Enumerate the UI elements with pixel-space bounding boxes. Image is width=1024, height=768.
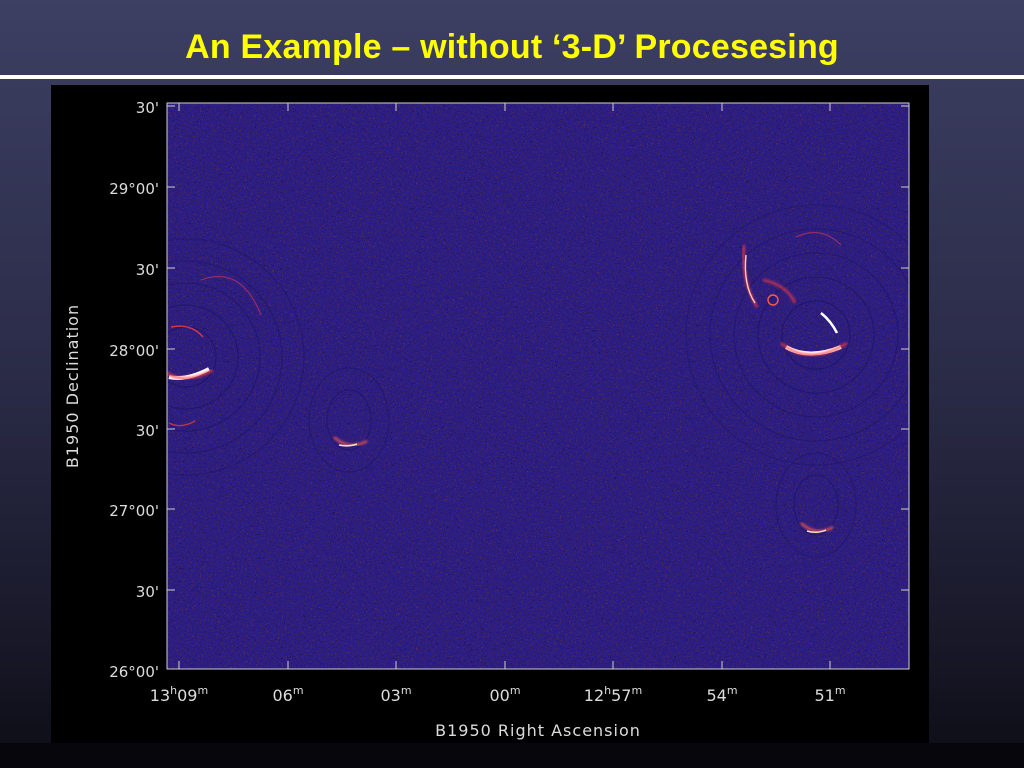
radio-image-figure: 30' 29°00' 30' 28°00' 30' 27°00' 30' 26°… <box>51 85 929 743</box>
lower-right-artifact <box>775 452 857 558</box>
y-tick-label: 30' <box>136 583 159 601</box>
plot-frame <box>166 102 910 670</box>
x-tick-label: 06m <box>272 684 303 705</box>
x-tick-label: 03m <box>380 684 411 705</box>
y-tick-label: 27°00' <box>109 502 159 520</box>
x-tick-label: 00m <box>489 684 520 705</box>
left-source-artifact <box>167 238 305 476</box>
slide-title: An Example – without ‘3-D’ Procesesing <box>185 28 839 66</box>
x-tick-label: 51m <box>814 684 845 705</box>
y-tick-label: 30' <box>136 99 159 117</box>
y-tick-label: 29°00' <box>109 180 159 198</box>
y-tick-label: 28°00' <box>109 342 159 360</box>
x-axis <box>178 103 831 669</box>
slide-footer-band <box>0 743 1024 768</box>
radio-map-svg: 30' 29°00' 30' 28°00' 30' 27°00' 30' 26°… <box>63 99 910 740</box>
x-tick-label: 12h57m <box>584 684 642 705</box>
y-tick-label: 30' <box>136 261 159 279</box>
y-axis-label: B1950 Declination <box>63 304 82 468</box>
x-axis-label: B1950 Right Ascension <box>435 721 641 740</box>
small-source-artifact <box>308 367 390 473</box>
y-tick-label: 30' <box>136 422 159 440</box>
x-tick-label: 54m <box>706 684 737 705</box>
y-tick-label: 26°00' <box>109 663 159 681</box>
y-axis <box>167 105 909 670</box>
right-source-artifact <box>685 204 909 466</box>
title-divider <box>0 75 1024 79</box>
x-tick-label: 13h09m <box>150 684 208 705</box>
